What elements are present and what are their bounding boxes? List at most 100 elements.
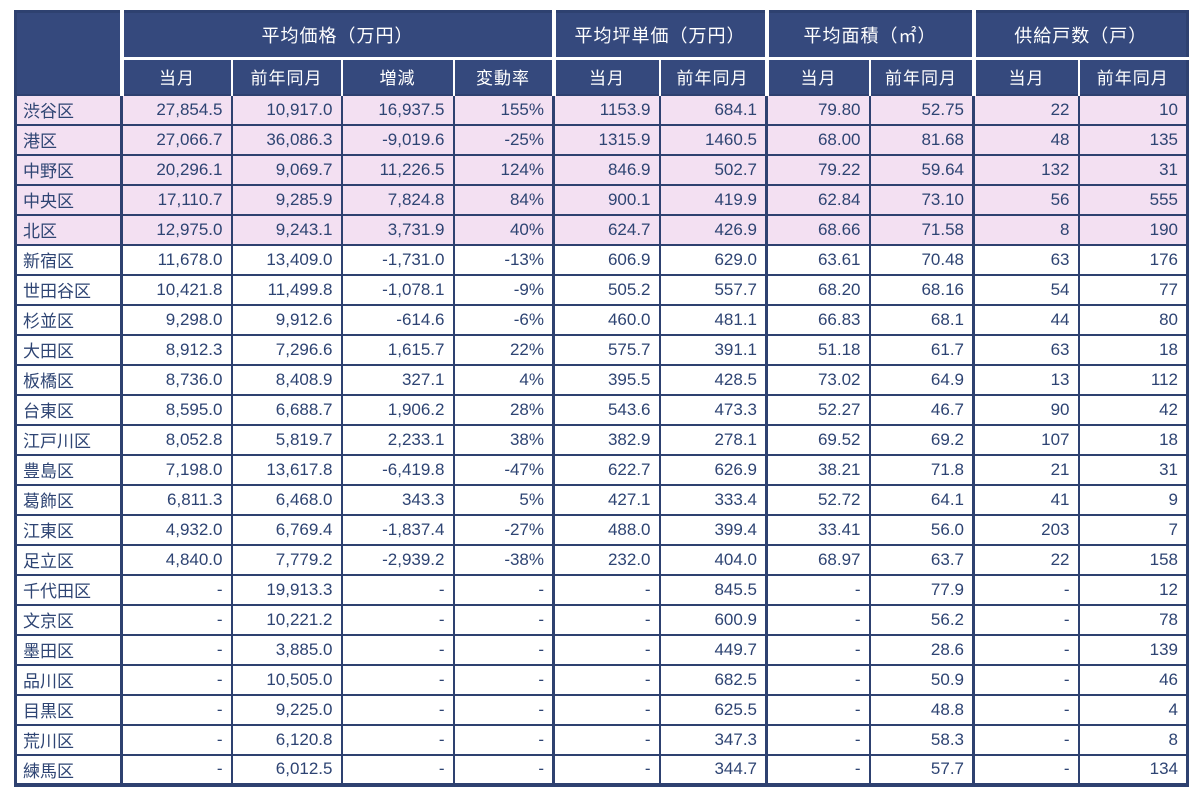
value-cell: 4,840.0 [120,543,233,576]
sub-header-row: 当月 前年同月 増減 変動率 当月 前年同月 当月 前年同月 当月 前年同月 [16,58,1188,95]
value-cell: 13 [972,363,1080,396]
value-cell: 7 [1077,513,1189,546]
value-cell: 1315.9 [552,123,661,156]
value-cell: 77.9 [868,573,975,606]
value-cell: 399.4 [658,513,768,546]
value-cell: 6,468.0 [230,483,343,516]
value-cell: 1,615.7 [340,333,455,366]
value-cell: 66.83 [765,303,871,336]
value-cell: - [340,663,455,696]
value-cell: 63 [972,243,1080,276]
group-header-avg-tsubo-price: 平均坪単価（万円） [551,11,767,60]
value-cell: 625.5 [658,693,768,726]
table-row: 台東区 8,595.0 6,688.7 1,906.2 28% 543.6 473.3 52.… [14,393,1189,426]
value-cell: -614.6 [340,303,455,336]
value-cell: 73.02 [765,363,871,396]
ward-name: 目黒区 [14,693,123,726]
value-cell: 48 [972,123,1080,156]
value-cell: - [552,603,661,636]
table-row: 大田区 8,912.3 7,296.6 1,615.7 22% 575.7 391.1 51.… [14,333,1189,366]
table-row: 豊島区 7,198.0 13,617.8 -6,419.8 -47% 622.7 626.9… [14,453,1189,486]
value-cell: 63.61 [765,243,871,276]
value-cell: - [765,753,871,786]
value-cell: 5,819.7 [230,423,343,456]
value-cell: -2,939.2 [340,543,455,576]
value-cell: 395.5 [552,363,661,396]
ward-name: 千代田区 [14,573,123,606]
value-cell: 7,296.6 [230,333,343,366]
value-cell: 278.1 [658,423,768,456]
value-cell: 31 [1077,153,1189,186]
value-cell: 428.5 [658,363,768,396]
value-cell: 71.58 [868,213,975,246]
value-cell: - [765,603,871,636]
table-row: 板橋区 8,736.0 8,408.9 327.1 4% 395.5 428.5 73.02 6… [14,363,1189,396]
value-cell: 73.10 [868,183,975,216]
value-cell: -47% [452,453,555,486]
value-cell: 28% [452,393,555,426]
value-cell: - [340,603,455,636]
value-cell: - [552,573,661,606]
table-row: 目黒区 -9,225.0- - -625.5-48.8-4 [14,693,1189,726]
value-cell: 38.21 [765,453,871,486]
value-cell: 6,811.3 [120,483,233,516]
value-cell: 203 [972,513,1080,546]
value-cell: -9,019.6 [340,123,455,156]
ward-name: 品川区 [14,663,123,696]
ward-name: 港区 [14,123,123,156]
value-cell: 347.3 [658,723,768,756]
value-cell: 79.22 [765,153,871,186]
ward-statistics-table: 平均価格（万円） 平均坪単価（万円） 平均面積（㎡） 供給戸数（戸） 当月 前年… [14,10,1189,787]
value-cell: 78 [1077,603,1189,636]
value-cell: 158 [1077,543,1189,576]
table-row: 葛飾区 6,811.3 6,468.0 343.3 5% 427.1 333.4 52.72 6… [14,483,1189,516]
value-cell: 10,917.0 [230,93,343,126]
value-cell: 134 [1077,753,1189,786]
value-cell: 84% [452,183,555,216]
table-row: 北区 12,975.0 9,243.1 3,731.9 40% 624.7 426.9 68.… [14,213,1189,246]
value-cell: - [120,603,233,636]
value-cell: 52.27 [765,393,871,426]
value-cell: 31 [1077,453,1189,486]
value-cell: 71.8 [868,453,975,486]
value-cell: 81.68 [868,123,975,156]
value-cell: 419.9 [658,183,768,216]
value-cell: 12 [1077,573,1189,606]
value-cell: 473.3 [658,393,768,426]
value-cell: 77 [1077,273,1189,306]
value-cell: 2,233.1 [340,423,455,456]
value-cell: - [452,633,555,666]
value-cell: - [452,693,555,726]
value-cell: 6,012.5 [230,753,343,786]
subheader-price-prev-year: 前年同月 [230,58,342,95]
table-row: 港区 27,066.7 36,086.3 -9,019.6 -25% 1315.9 1460… [14,123,1189,156]
value-cell: 3,731.9 [340,213,455,246]
table-header: 平均価格（万円） 平均坪単価（万円） 平均面積（㎡） 供給戸数（戸） 当月 前年… [15,11,1188,95]
table-row: 中野区 20,296.1 9,069.7 11,226.5 124% 846.9 502.7… [14,153,1189,186]
table-row: 墨田区 -3,885.0- - -449.7-28.6-139 [14,633,1189,666]
value-cell: 27,066.7 [120,123,233,156]
value-cell: 232.0 [552,543,661,576]
page: 平均価格（万円） 平均坪単価（万円） 平均面積（㎡） 供給戸数（戸） 当月 前年… [14,10,1189,787]
table-row: 渋谷区 27,854.5 10,917.0 16,937.5 155% 1153.9 684… [14,93,1189,126]
table-body: 渋谷区 27,854.5 10,917.0 16,937.5 155% 1153.9 684… [14,93,1189,786]
value-cell: - [552,693,661,726]
value-cell: 62.84 [765,183,871,216]
value-cell: 9 [1077,483,1189,516]
value-cell: 22 [972,93,1080,126]
value-cell: - [765,573,871,606]
value-cell: 48.8 [868,693,975,726]
value-cell: 481.1 [658,303,768,336]
value-cell: 10 [1077,93,1189,126]
value-cell: -1,837.4 [340,513,455,546]
value-cell: 10,505.0 [230,663,343,696]
value-cell: 63 [972,333,1080,366]
value-cell: 69.2 [868,423,975,456]
value-cell: 41 [972,483,1080,516]
value-cell: 845.5 [658,573,768,606]
value-cell: 10,221.2 [230,603,343,636]
value-cell: 4 [1077,693,1189,726]
value-cell: 46 [1077,663,1189,696]
table-row: 足立区 4,840.0 7,779.2 -2,939.2 -38% 232.0 404.0 6… [14,543,1189,576]
value-cell: 16,937.5 [340,93,455,126]
